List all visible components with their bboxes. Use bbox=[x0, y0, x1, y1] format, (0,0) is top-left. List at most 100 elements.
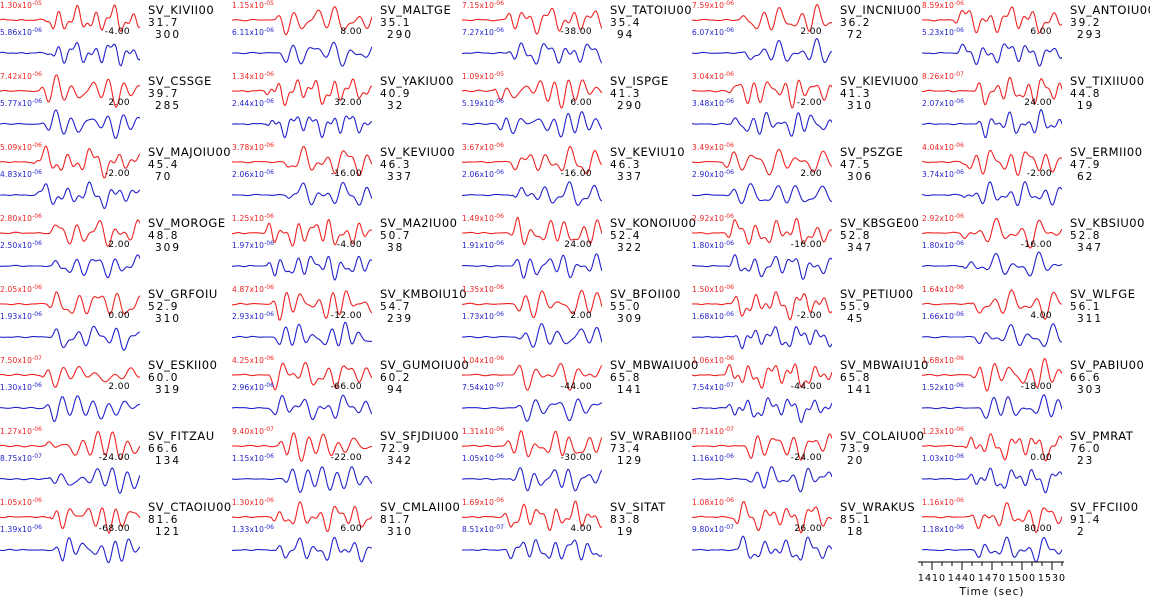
station-azimuth: 309 bbox=[155, 242, 182, 254]
synthetic-amplitude-label: 1.05x10-06 bbox=[462, 453, 504, 463]
time-shift-label: -16.00 bbox=[1020, 240, 1052, 250]
station-distance: 76.0 bbox=[1070, 443, 1102, 455]
station-distance: 41.3 bbox=[610, 88, 642, 100]
station-cell: 1.31x10-06 1.05x10-06 -30.00 SV_WRABII00 73.… bbox=[462, 426, 692, 497]
station-distance: 39.7 bbox=[148, 88, 180, 100]
waveform-pair bbox=[232, 145, 372, 206]
station-info: SV_KONOIU00 52.4 322 bbox=[610, 217, 696, 255]
station-cell: 2.92x10-06 1.80x10-06 -16.00 SV_KBSGE00 52.8… bbox=[692, 213, 922, 284]
station-name: SV_BFOII00 bbox=[610, 287, 681, 301]
observed-amplitude-label: 8.26x10-07 bbox=[922, 71, 964, 81]
station-azimuth: 72 bbox=[847, 29, 865, 41]
station-name: SV_PETIU00 bbox=[840, 287, 914, 301]
synthetic-trace bbox=[232, 115, 372, 139]
observed-trace bbox=[692, 148, 832, 176]
synthetic-trace bbox=[692, 326, 832, 350]
station-info: SV_PMRAT 76.0 23 bbox=[1070, 430, 1133, 468]
waveform-pair bbox=[0, 365, 140, 423]
observed-amplitude-label: 3.67x10-06 bbox=[462, 142, 504, 152]
station-cell: 1.06x10-06 7.54x10-07 -44.00 SV_MBWAIU10 65.… bbox=[692, 355, 928, 426]
station-azimuth: 306 bbox=[847, 171, 874, 183]
time-shift-label: 2.00 bbox=[108, 240, 130, 250]
station-info: SV_ANTOIU00 39.2 293 bbox=[1070, 4, 1150, 42]
station-cell: 8.26x10-07 2.07x10-06 24.00 SV_TIXIIU00 44.8… bbox=[922, 71, 1150, 142]
waveform-pair bbox=[462, 7, 602, 65]
synthetic-trace bbox=[462, 539, 602, 561]
station-info: SV_KEVIU10 46.3 337 bbox=[610, 145, 686, 184]
time-shift-label: -4.00 bbox=[336, 240, 362, 250]
station-cell: 2.05x10-06 1.93x10-06 0.00 SV_GRFOIU 52.9 310 bbox=[0, 284, 230, 355]
station-info: SV_FFCII00 91.4 2 bbox=[1070, 501, 1139, 539]
observed-trace bbox=[922, 149, 1062, 176]
station-azimuth: 141 bbox=[617, 384, 644, 396]
observed-trace bbox=[692, 363, 832, 389]
synthetic-trace bbox=[922, 43, 1062, 67]
synthetic-amplitude-label: 4.83x10-06 bbox=[0, 169, 42, 179]
synthetic-trace bbox=[232, 536, 372, 563]
waveform-pair bbox=[922, 357, 1062, 419]
station-name: SV_MOROGE bbox=[148, 216, 226, 230]
station-info: SV_MBWAIU00 65.8 141 bbox=[610, 359, 699, 397]
station-distance: 73.4 bbox=[610, 443, 642, 455]
waveform-pair bbox=[462, 216, 602, 279]
station-cell: 5.09x10-06 4.83x10-06 -2.00 SV_MAJOIU00 45.4… bbox=[0, 142, 231, 213]
station-distance: 52.8 bbox=[840, 230, 872, 242]
synthetic-trace bbox=[0, 181, 140, 209]
station-info: SV_ESKII00 60.0 319 bbox=[148, 359, 217, 397]
station-name: SV_CMLAII00 bbox=[380, 500, 461, 514]
station-name: SV_KMBOIU10 bbox=[380, 287, 468, 301]
waveform-pair bbox=[0, 74, 140, 139]
time-shift-label: 0.00 bbox=[108, 311, 130, 321]
station-cell: 1.64x10-06 1.66x10-06 4.00 SV_WLFGE 56.1 311 bbox=[922, 284, 1150, 355]
station-azimuth: 23 bbox=[1077, 455, 1095, 467]
station-info: SV_SITAT 83.8 19 bbox=[610, 501, 666, 539]
station-info: SV_MAJOIU00 45.4 70 bbox=[148, 146, 231, 184]
synthetic-amplitude-label: 1.03x10-06 bbox=[922, 453, 964, 463]
synthetic-amplitude-label: 1.66x10-06 bbox=[922, 311, 964, 321]
station-azimuth: 303 bbox=[1077, 384, 1104, 396]
station-cell: 2.92x10-06 1.80x10-06 -16.00 SV_KBSIU00 52.8… bbox=[922, 213, 1150, 284]
station-name: SV_KEVIU10 bbox=[610, 145, 686, 159]
waveform-pair bbox=[0, 219, 140, 279]
synthetic-amplitude-label: 7.27x10-06 bbox=[462, 27, 504, 37]
synthetic-amplitude-label: 5.86x10-06 bbox=[0, 27, 42, 37]
station-cell: 1.05x10-06 1.39x10-06 -68.00 SV_CTAOIU00 81.… bbox=[0, 497, 231, 568]
synthetic-amplitude-label: 6.11x10-06 bbox=[232, 27, 274, 37]
time-shift-label: 4.00 bbox=[570, 524, 592, 534]
time-shift-label: 80.00 bbox=[1024, 524, 1052, 534]
station-info: SV_WRAKUS 85.1 18 bbox=[840, 501, 915, 539]
station-distance: 91.4 bbox=[1070, 514, 1102, 526]
station-info: SV_SFJDIU00 72.9 342 bbox=[380, 429, 460, 468]
station-cell: 4.25x10-06 2.96x10-06 -66.00 SV_GUMOIU00 60.… bbox=[232, 355, 469, 426]
station-cell: 1.23x10-06 1.03x10-06 0.00 SV_PMRAT 76.0 23 bbox=[922, 426, 1150, 497]
station-azimuth: 19 bbox=[1077, 100, 1095, 112]
station-azimuth: 319 bbox=[155, 384, 182, 396]
waveform-pair bbox=[692, 217, 832, 280]
observed-trace bbox=[0, 430, 140, 460]
station-info: SV_ISPGE 41.3 290 bbox=[610, 75, 669, 113]
synthetic-trace bbox=[232, 321, 372, 347]
synthetic-trace bbox=[922, 467, 1062, 494]
waveform-pair bbox=[922, 6, 1062, 67]
waveform-pair bbox=[922, 433, 1062, 494]
station-name: SV_SFJDIU00 bbox=[380, 429, 460, 443]
station-distance: 41.3 bbox=[840, 88, 872, 100]
station-info: SV_KIVII00 31.7 300 bbox=[148, 4, 214, 42]
waveform-pair bbox=[462, 145, 602, 206]
station-cell: 1.09x10-05 5.19x10-06 6.00 SV_ISPGE 41.3 290 bbox=[462, 71, 692, 142]
synthetic-amplitude-label: 1.15x10-06 bbox=[232, 453, 274, 463]
station-cell: 3.04x10-06 3.48x10-06 -2.00 SV_KIEVIU00 41.3… bbox=[692, 71, 922, 142]
observed-trace bbox=[232, 432, 372, 462]
waveform-pair bbox=[922, 217, 1062, 277]
station-name: SV_PABIU00 bbox=[1070, 358, 1145, 372]
station-azimuth: 293 bbox=[1077, 29, 1104, 41]
observed-trace bbox=[0, 507, 140, 534]
station-distance: 52.4 bbox=[610, 230, 642, 242]
station-cell: 7.59x10-06 6.07x10-06 2.00 SV_INCNIU00 36.2 7… bbox=[692, 0, 922, 71]
synthetic-amplitude-label: 7.54x10-07 bbox=[692, 382, 734, 392]
station-azimuth: 18 bbox=[847, 526, 865, 538]
synthetic-trace bbox=[692, 466, 832, 493]
station-azimuth: 290 bbox=[387, 29, 414, 41]
observed-amplitude-label: 5.09x10-06 bbox=[0, 142, 42, 152]
waveform-pair bbox=[462, 79, 602, 138]
